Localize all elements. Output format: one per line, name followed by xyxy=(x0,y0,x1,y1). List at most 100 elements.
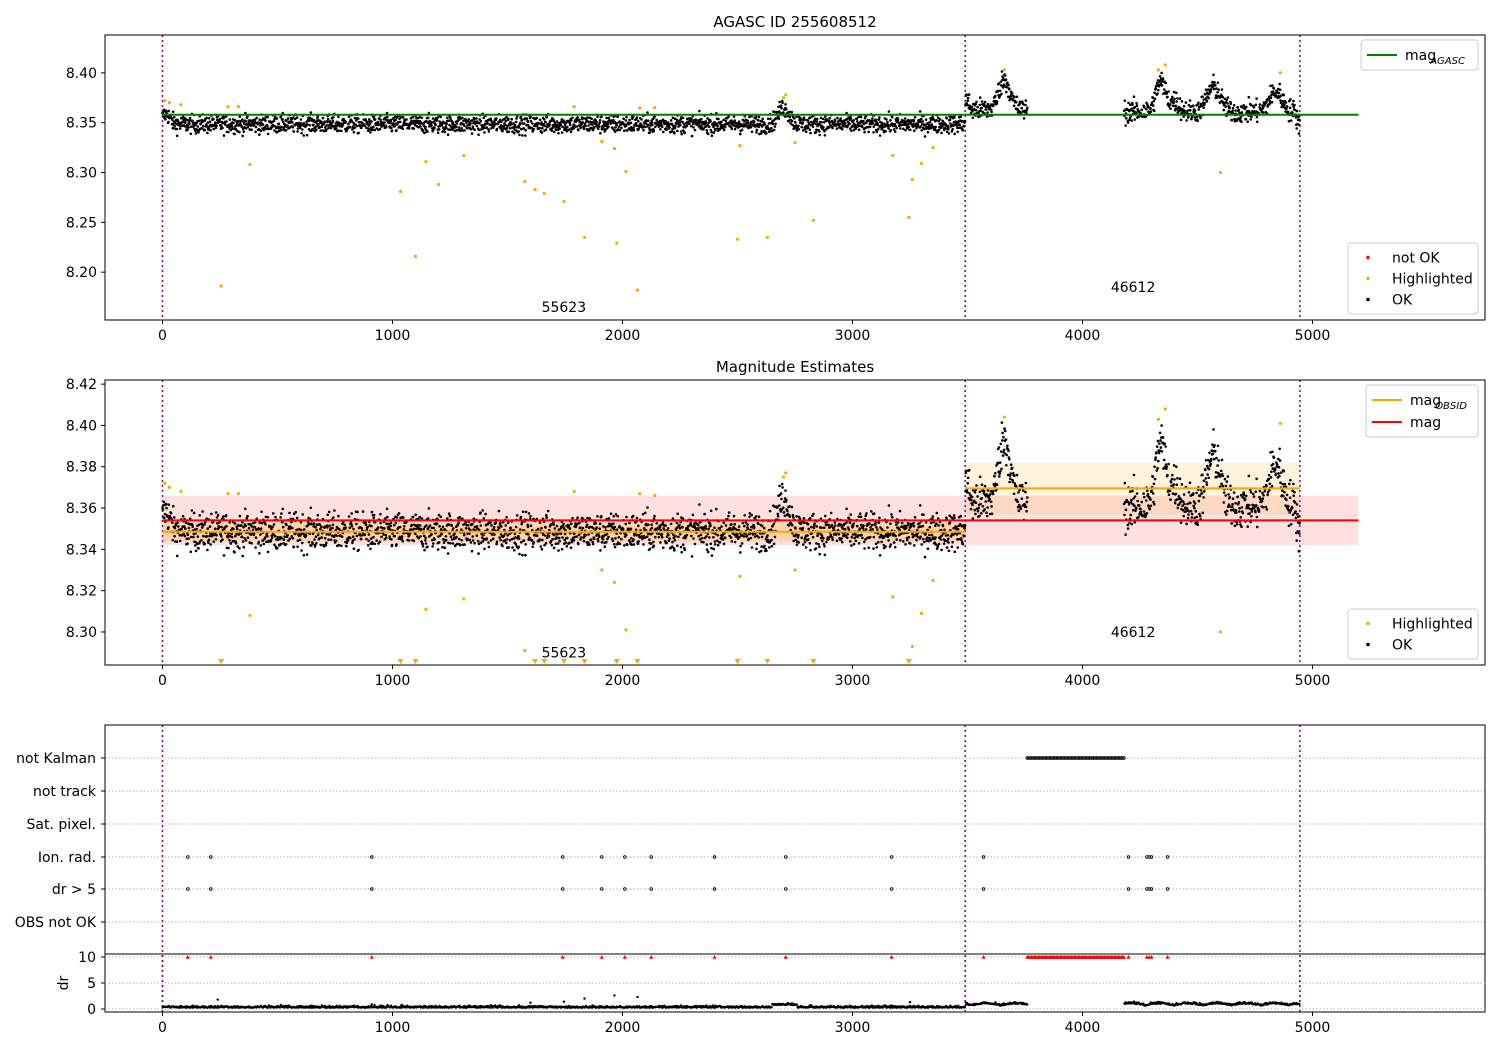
ok-point xyxy=(1215,87,1218,90)
ok-point xyxy=(254,130,257,134)
highlighted-point xyxy=(793,141,797,145)
ok-point xyxy=(315,128,318,131)
ok-point xyxy=(792,127,795,130)
ok-point xyxy=(757,536,760,539)
ok-point xyxy=(852,522,855,525)
ok-point xyxy=(1284,101,1288,104)
ok-point xyxy=(265,540,268,544)
ok-point xyxy=(173,526,177,530)
ok-point xyxy=(175,554,179,558)
ok-point xyxy=(286,124,289,128)
ok-point xyxy=(598,535,601,539)
ok-point xyxy=(1195,115,1199,119)
ok-point xyxy=(1161,77,1165,80)
ok-point xyxy=(778,484,781,488)
ok-point xyxy=(867,130,870,134)
ok-point xyxy=(581,121,585,124)
ok-point xyxy=(184,121,187,124)
ok-point xyxy=(587,533,590,536)
ok-point xyxy=(1192,104,1195,107)
ok-point xyxy=(748,515,751,519)
ok-point xyxy=(675,521,679,525)
ok-point xyxy=(685,124,689,128)
ok-point xyxy=(709,542,713,546)
ok-point xyxy=(913,115,917,119)
ok-point xyxy=(727,511,731,514)
ok-point xyxy=(469,541,473,544)
ok-point xyxy=(662,546,665,549)
ok-point xyxy=(890,115,894,119)
ok-point xyxy=(978,103,982,107)
ok-point xyxy=(570,119,573,122)
ok-point xyxy=(808,541,812,545)
ok-point xyxy=(266,125,269,128)
ok-point xyxy=(310,522,313,526)
ok-point xyxy=(561,536,564,539)
ok-point xyxy=(222,554,226,557)
ok-point xyxy=(848,521,852,524)
ok-point xyxy=(464,521,468,524)
ok-point xyxy=(477,542,481,546)
ok-point xyxy=(347,515,351,518)
ok-point xyxy=(447,512,451,515)
ok-point xyxy=(473,541,476,545)
ok-point xyxy=(369,537,373,540)
ok-point xyxy=(203,128,207,132)
ok-point xyxy=(282,538,286,541)
ok-point xyxy=(789,122,792,125)
ok-point xyxy=(924,118,928,121)
ok-point xyxy=(514,525,518,529)
ok-point xyxy=(279,542,283,546)
ok-point xyxy=(1022,117,1026,120)
ok-point xyxy=(550,523,553,526)
ok-point xyxy=(681,116,685,120)
ok-point xyxy=(350,524,354,528)
ok-point xyxy=(578,118,581,122)
legend-dot-swatch xyxy=(1366,255,1370,260)
ok-point xyxy=(246,125,250,129)
ok-point xyxy=(607,535,610,539)
ok-point xyxy=(637,540,640,543)
ok-point xyxy=(206,527,210,530)
ok-point xyxy=(598,125,601,128)
ok-point xyxy=(878,554,882,557)
ok-point xyxy=(761,524,764,528)
ok-point xyxy=(877,540,880,544)
ok-point xyxy=(671,540,674,544)
ok-point xyxy=(818,545,821,549)
ok-point xyxy=(444,126,448,130)
ok-point xyxy=(614,126,617,129)
ok-point xyxy=(183,534,187,538)
ok-point xyxy=(423,131,426,135)
ok-point xyxy=(690,134,694,138)
ok-point xyxy=(229,542,233,545)
ok-point xyxy=(755,131,758,134)
ok-point xyxy=(1285,105,1289,108)
ok-point xyxy=(326,120,329,124)
ok-point xyxy=(624,522,628,526)
ok-point xyxy=(756,122,759,126)
ok-point xyxy=(616,515,619,518)
ok-point xyxy=(649,542,653,545)
ok-point xyxy=(519,115,523,119)
ok-point xyxy=(828,120,831,124)
ok-point xyxy=(1255,97,1258,100)
ok-point xyxy=(414,123,417,127)
ok-point xyxy=(230,125,234,128)
ok-point xyxy=(333,509,336,512)
ok-point xyxy=(818,133,821,137)
ok-point xyxy=(722,542,726,546)
ok-point xyxy=(1000,92,1003,96)
ok-point xyxy=(821,539,824,543)
ok-point xyxy=(1160,84,1164,87)
ok-point xyxy=(781,101,784,105)
ok-point xyxy=(412,127,416,130)
ok-point xyxy=(401,516,405,519)
ok-point xyxy=(747,126,750,129)
ok-point xyxy=(224,123,227,126)
ok-point xyxy=(596,127,600,130)
ok-point xyxy=(418,115,422,119)
ok-point xyxy=(367,533,371,536)
ok-point xyxy=(451,542,455,545)
ok-point xyxy=(867,546,870,549)
